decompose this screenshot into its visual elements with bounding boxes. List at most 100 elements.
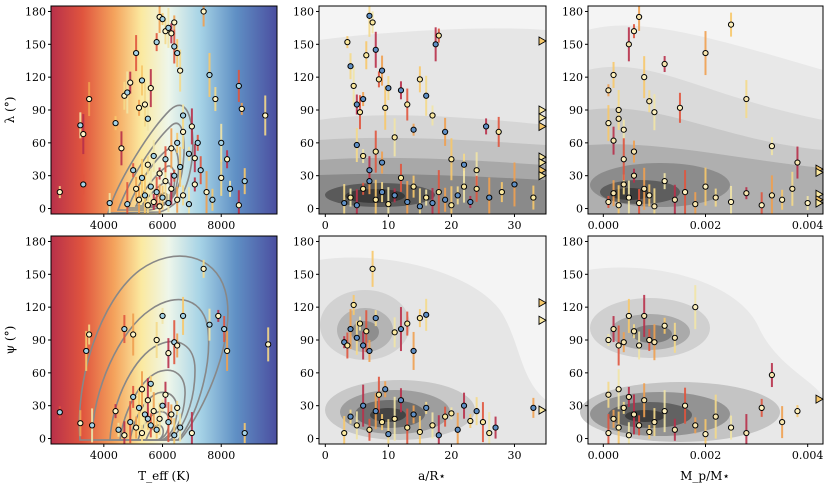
x-tick-label: 10 <box>381 219 395 232</box>
data-point <box>162 156 169 163</box>
data-point <box>615 386 622 393</box>
data-point <box>144 415 151 422</box>
data-point <box>150 198 157 206</box>
data-point <box>495 128 502 135</box>
data-point <box>615 202 622 209</box>
x-tick-label: 4000 <box>90 219 118 232</box>
data-point <box>185 150 193 157</box>
data-point <box>218 174 225 181</box>
data-point <box>159 402 166 409</box>
data-point <box>712 413 719 420</box>
data-points <box>56 265 272 439</box>
y-ticks: 0 30 60 90 120 150 180 <box>293 5 319 216</box>
x-tick-label: 30 <box>507 219 521 232</box>
data-point <box>635 13 643 21</box>
data-point <box>127 79 134 86</box>
data-point <box>692 304 699 311</box>
x-axis-label-teff: T_eff (K) <box>138 469 190 483</box>
data-point <box>630 328 638 335</box>
data-point <box>356 109 364 116</box>
data-point <box>241 178 248 185</box>
data-points <box>605 13 811 210</box>
data-point <box>404 198 411 206</box>
data-point <box>410 183 417 190</box>
data-point <box>218 139 225 146</box>
data-point <box>630 148 638 155</box>
data-point <box>620 339 627 346</box>
data-point <box>112 120 119 127</box>
edge-markers <box>815 394 824 404</box>
y-tick-label: 120 <box>562 301 583 314</box>
data-point <box>615 115 622 122</box>
data-point <box>347 194 354 201</box>
data-point <box>391 192 398 199</box>
data-point <box>429 199 436 207</box>
y-tick-label: 180 <box>25 235 46 248</box>
data-point <box>168 145 175 152</box>
data-point <box>671 196 678 203</box>
data-point <box>486 194 493 201</box>
data-point <box>347 63 354 70</box>
data-point <box>135 196 143 203</box>
data-point <box>486 429 493 437</box>
y-tick-label: 60 <box>300 367 314 380</box>
data-point <box>794 408 801 415</box>
data-point <box>435 432 442 439</box>
data-point <box>171 43 178 50</box>
data-point <box>378 189 386 196</box>
data-point <box>177 163 184 171</box>
data-point <box>378 159 386 166</box>
data-point <box>130 331 137 338</box>
data-point <box>206 321 213 328</box>
data-point <box>442 196 449 203</box>
data-point <box>112 408 119 415</box>
x-ticks: 4000 6000 8000 <box>90 214 235 232</box>
data-point <box>177 424 184 431</box>
data-point <box>460 402 468 409</box>
data-point <box>80 181 87 188</box>
data-point <box>209 196 216 203</box>
y-tick-label: 30 <box>300 400 314 413</box>
data-point <box>141 101 149 108</box>
y-tick-label: 30 <box>32 400 46 413</box>
data-point <box>610 71 617 79</box>
data-point <box>410 347 417 355</box>
data-point <box>692 201 699 208</box>
data-point <box>702 49 709 57</box>
data-point <box>758 202 765 209</box>
y-tick-label: 60 <box>300 137 314 150</box>
data-point <box>366 178 373 185</box>
data-point <box>530 194 537 201</box>
contour-4 <box>119 369 186 441</box>
data-point <box>138 77 146 84</box>
x-tick-label: 6000 <box>149 449 177 462</box>
data-point <box>460 161 468 168</box>
data-point <box>162 391 169 398</box>
data-point <box>641 185 648 192</box>
data-point <box>130 393 137 401</box>
data-point <box>135 404 143 411</box>
y-tick-label: 180 <box>25 5 46 18</box>
y-tick-label: 90 <box>300 104 314 117</box>
data-point <box>363 328 370 335</box>
data-point <box>141 192 149 199</box>
data-point <box>353 202 360 209</box>
data-point <box>404 101 411 108</box>
data-point <box>625 312 632 320</box>
data-point <box>727 21 735 28</box>
y-ticks: 0 30 60 90 120 150 180 <box>562 5 588 216</box>
data-point <box>391 415 398 422</box>
data-point <box>661 408 668 415</box>
data-point <box>442 413 449 420</box>
edge-marker <box>538 170 547 181</box>
data-point <box>671 426 678 433</box>
y-axis-label-lambda: λ (°) <box>3 97 17 124</box>
data-point <box>344 342 351 349</box>
y-tick-label: 150 <box>25 38 46 51</box>
data-point <box>353 141 360 149</box>
data-point <box>147 183 154 190</box>
data-point <box>630 28 638 35</box>
data-point <box>344 39 351 46</box>
data-point <box>133 424 140 431</box>
data-point <box>454 192 461 199</box>
